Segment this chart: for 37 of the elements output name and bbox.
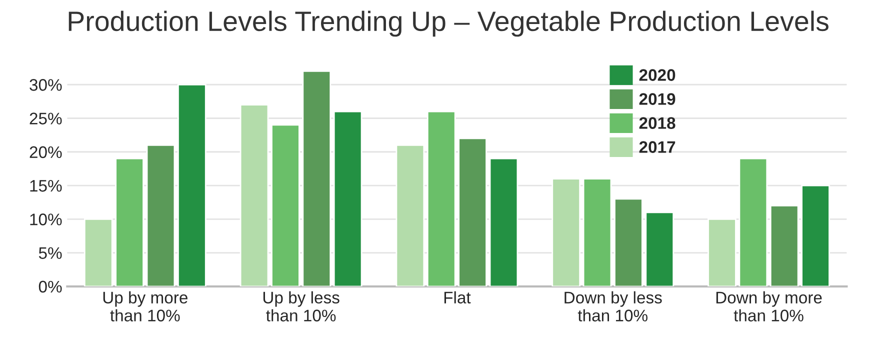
bar (489, 158, 518, 286)
y-tick-label: 5% (38, 247, 62, 259)
bar (458, 138, 487, 286)
x-tick-label: Down by less than 10% (564, 291, 662, 322)
bar (146, 144, 176, 286)
bar (645, 212, 674, 286)
bar (302, 70, 332, 286)
y-tick-label: 30% (30, 79, 62, 91)
legend-label: 2018 (639, 117, 676, 129)
bar (333, 110, 362, 286)
x-tick-label: Up by less than 10% (263, 291, 340, 322)
bar (84, 218, 113, 286)
y-tick-label: 15% (30, 180, 62, 192)
bar (552, 178, 581, 286)
bar (271, 124, 300, 286)
legend-label: 2017 (639, 141, 676, 153)
y-tick-label: 10% (30, 214, 62, 226)
x-tick-label: Up by more than 10% (103, 291, 188, 322)
bar (801, 184, 830, 286)
bar (396, 144, 425, 286)
y-tick-label: 25% (30, 112, 62, 124)
bar (426, 110, 456, 286)
bar (178, 84, 206, 286)
bar (240, 104, 269, 286)
legend-label: 2020 (639, 69, 676, 81)
x-tick-label: Flat (444, 291, 471, 304)
chart-title: Production Levels Trending Up – Vegetable Production Levels (68, 10, 828, 37)
bar (115, 158, 144, 286)
bar (708, 218, 736, 286)
bar (738, 158, 768, 286)
bar (614, 198, 643, 286)
x-tick-label: Down by more than 10% (716, 291, 822, 322)
bar (582, 178, 612, 286)
y-tick-label: 0% (38, 280, 62, 293)
legend-label: 2019 (639, 93, 676, 105)
y-tick-label: 20% (30, 146, 62, 158)
bar (770, 204, 799, 286)
